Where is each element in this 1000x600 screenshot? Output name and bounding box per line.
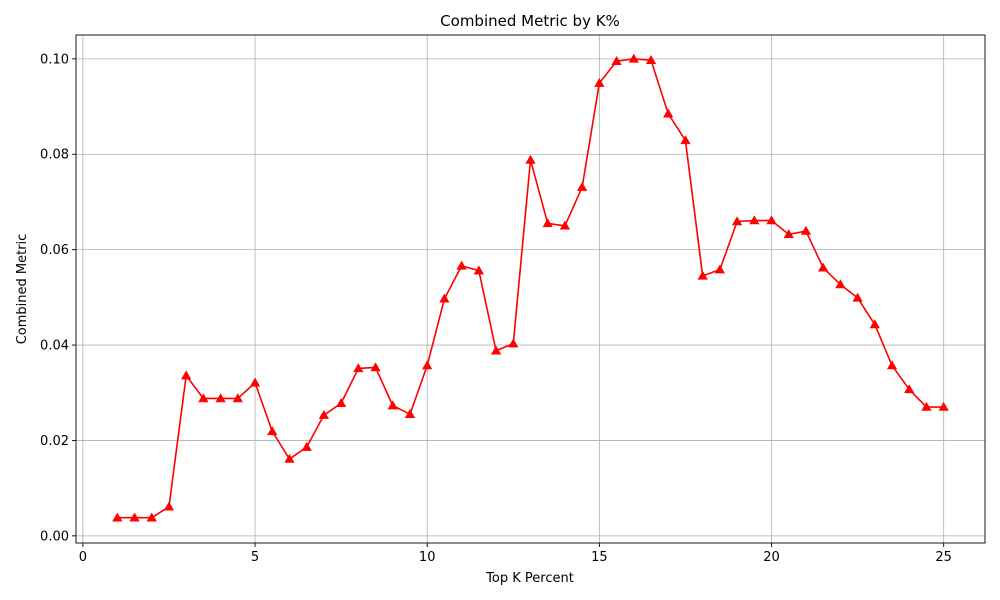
- data-point-marker: [370, 362, 381, 372]
- y-tick-label: 0.06: [40, 243, 69, 258]
- data-point-marker: [198, 393, 209, 403]
- y-axis-label: Combined Metric: [15, 234, 30, 345]
- data-point-marker: [921, 401, 932, 411]
- y-axis: 0.00 0.02 0.04 0.06 0.08 0.10: [40, 52, 76, 544]
- data-point-marker: [439, 293, 450, 303]
- data-point-marker: [181, 370, 192, 380]
- data-point-marker: [663, 108, 674, 118]
- data-point-marker: [766, 215, 777, 225]
- data-point-marker: [731, 216, 743, 226]
- y-tick-label: 0.08: [40, 148, 69, 163]
- x-axis: 0 5 10 15 20 25: [79, 543, 952, 565]
- data-point-marker: [267, 426, 278, 436]
- data-point-marker: [146, 512, 157, 522]
- y-tick-label: 0.04: [40, 339, 69, 354]
- data-point-marker: [508, 338, 519, 348]
- data-point-marker: [577, 181, 588, 191]
- data-point-marker: [783, 229, 794, 239]
- data-point-marker: [749, 215, 760, 225]
- data-point-marker: [232, 393, 243, 403]
- data-point-marker: [525, 154, 536, 164]
- data-point-marker: [800, 225, 812, 235]
- data-point-marker: [697, 270, 708, 280]
- data-point-marker: [645, 55, 657, 65]
- data-point-marker: [387, 400, 398, 410]
- data-point-marker: [594, 77, 605, 87]
- y-tick-label: 0.10: [40, 52, 69, 67]
- data-point-marker: [318, 409, 330, 419]
- x-tick-label: 10: [419, 550, 436, 565]
- data-point-marker: [490, 345, 502, 355]
- data-point-marker: [301, 441, 312, 451]
- data-point-marker: [835, 279, 846, 289]
- data-point-marker: [611, 56, 622, 65]
- y-tick-label: 0.00: [40, 529, 69, 544]
- x-tick-label: 15: [591, 550, 608, 565]
- data-point-marker: [284, 453, 295, 463]
- x-tick-label: 5: [251, 550, 259, 565]
- x-tick-label: 0: [79, 550, 87, 565]
- data-point-marker: [249, 377, 261, 387]
- data-point-marker: [818, 262, 829, 272]
- data-point-marker: [353, 363, 364, 373]
- x-tick-label: 25: [935, 550, 952, 565]
- data-point-marker: [938, 401, 949, 411]
- data-point-marker: [129, 512, 140, 522]
- plot-frame: [75, 34, 986, 544]
- plot-area: [76, 35, 985, 543]
- data-point-marker: [336, 398, 347, 407]
- data-point-marker: [680, 135, 691, 145]
- data-point-marker: [869, 319, 880, 329]
- x-tick-label: 20: [763, 550, 780, 565]
- data-point-marker: [852, 292, 863, 302]
- data-point-marker: [714, 264, 725, 274]
- data-point-marker: [404, 409, 416, 418]
- grid: [76, 35, 985, 543]
- data-point-marker: [904, 384, 915, 394]
- data-point-marker: [559, 220, 571, 230]
- data-point-marker: [456, 260, 467, 270]
- data-point-marker: [473, 265, 484, 275]
- data-point-marker: [542, 218, 553, 228]
- data-point-marker: [215, 393, 226, 403]
- data-point-marker: [886, 360, 898, 370]
- data-point-marker: [628, 53, 639, 63]
- y-tick-label: 0.02: [40, 434, 69, 449]
- data-point-marker: [163, 501, 175, 511]
- chart-title: Combined Metric by K%: [440, 12, 620, 30]
- series-layer: [112, 53, 949, 522]
- data-point-marker: [112, 512, 123, 522]
- x-axis-label: Top K Percent: [485, 571, 574, 586]
- data-point-marker: [422, 360, 433, 370]
